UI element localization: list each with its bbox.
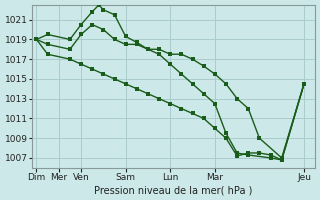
X-axis label: Pression niveau de la mer( hPa ): Pression niveau de la mer( hPa ) — [94, 185, 253, 195]
